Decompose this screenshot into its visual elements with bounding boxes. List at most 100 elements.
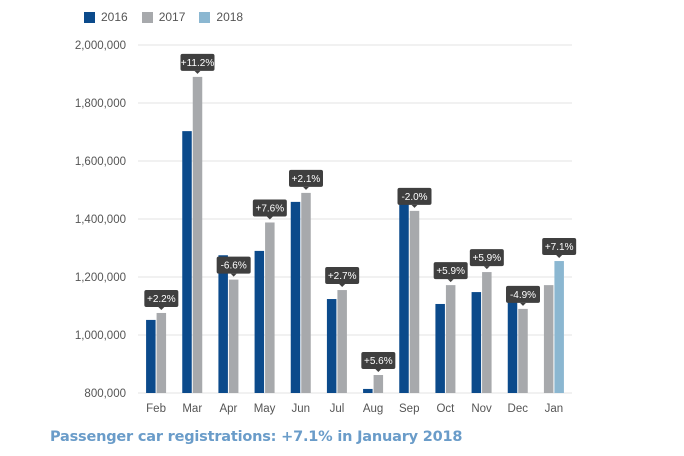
bar-2017-dec[interactable] — [518, 308, 528, 393]
data-label-box — [252, 199, 287, 217]
data-label-pointer — [266, 216, 273, 220]
data-label: +5.9% — [433, 262, 468, 283]
data-label: +7.6% — [252, 199, 287, 220]
y-tick-label: 1,200,000 — [75, 272, 126, 284]
data-label-pointer — [447, 279, 454, 283]
y-tick-label: 1,800,000 — [75, 98, 126, 110]
data-label-text: +7.1% — [545, 242, 574, 253]
data-label-pointer — [339, 284, 346, 288]
data-label-box — [361, 352, 396, 370]
bar-2016-sep[interactable] — [399, 203, 409, 393]
data-label-box — [144, 289, 179, 307]
bar-2017-jul[interactable] — [337, 290, 347, 393]
x-tick-label: Sep — [399, 403, 419, 415]
chart-legend: 2016 2017 2018 — [84, 10, 243, 24]
data-label: +5.6% — [361, 352, 396, 373]
x-tick-label: Jun — [291, 403, 310, 415]
data-label-text: +7.6% — [256, 203, 285, 214]
bar-2016-feb[interactable] — [146, 319, 156, 393]
x-tick-label: Jan — [545, 403, 564, 415]
bar-2016-jun[interactable] — [290, 201, 301, 393]
y-tick-label: 1,400,000 — [75, 214, 126, 226]
data-labels: +2.2% +11.2% -6.6% +7.6% +2.1% +2.7% +5.6% -2.0… — [144, 53, 577, 373]
data-label-text: +5.9% — [436, 266, 465, 277]
legend-item-2018[interactable]: 2018 — [199, 10, 243, 24]
data-label-text: -2.0% — [401, 192, 427, 203]
legend-item-2016[interactable]: 2016 — [84, 10, 128, 24]
y-tick-label: 2,000,000 — [75, 40, 126, 52]
data-label-text: +11.2% — [181, 58, 215, 69]
data-label-text: +2.1% — [292, 174, 321, 185]
bar-2017-sep[interactable] — [409, 210, 420, 393]
x-tick-label: Apr — [219, 403, 237, 415]
x-tick-label: Aug — [363, 403, 383, 415]
x-tick-label: Feb — [146, 403, 166, 415]
x-tick-label: Mar — [182, 403, 202, 415]
data-label-box — [180, 53, 215, 71]
data-label-text: +5.9% — [473, 253, 502, 264]
bar-2016-apr[interactable] — [218, 255, 228, 393]
data-label: -4.9% — [506, 285, 540, 306]
y-tick-label: 800,000 — [84, 388, 126, 400]
bar-2017-jun[interactable] — [301, 192, 311, 393]
legend-swatch-2017 — [141, 11, 153, 23]
legend-item-2017[interactable]: 2017 — [141, 10, 186, 24]
bars — [146, 76, 564, 394]
bar-2016-dec[interactable] — [507, 292, 518, 393]
data-label-pointer — [411, 204, 418, 208]
bar-2017-may[interactable] — [265, 222, 275, 393]
data-label-box — [397, 187, 432, 205]
legend-label-2016: 2016 — [101, 10, 128, 24]
data-label: -6.6% — [216, 256, 251, 277]
bar-2017-jan[interactable] — [543, 285, 554, 393]
x-tick-label: May — [254, 403, 276, 415]
data-label: +5.9% — [469, 249, 504, 270]
data-label-pointer — [158, 306, 165, 310]
data-label: +2.7% — [325, 267, 360, 288]
data-label-text: +2.2% — [147, 294, 176, 305]
bar-2016-may[interactable] — [254, 250, 265, 393]
x-tick-label: Jul — [330, 403, 345, 415]
bar-2016-mar[interactable] — [182, 131, 192, 393]
bar-2017-mar[interactable] — [192, 76, 203, 394]
y-tick-label: 1,000,000 — [75, 330, 126, 342]
data-label: +11.2% — [180, 53, 215, 74]
legend-swatch-2016 — [84, 11, 95, 23]
data-label-text: +5.6% — [364, 356, 393, 367]
y-tick-label: 1,600,000 — [75, 156, 126, 168]
legend-label-2017: 2017 — [158, 10, 186, 24]
data-label-box — [506, 285, 540, 303]
data-label-text: -4.9% — [510, 290, 536, 301]
data-label-box — [433, 262, 468, 280]
bar-2017-apr[interactable] — [228, 279, 239, 393]
bar-2018-jan[interactable] — [554, 261, 564, 393]
bar-2017-nov[interactable] — [482, 272, 492, 393]
data-label-box — [325, 267, 360, 285]
x-tick-label: Oct — [436, 403, 455, 415]
y-axis: 800,000 1,000,000 1,200,000 1,400,000 1,600,… — [75, 40, 126, 400]
x-axis: Feb Mar Apr May Jun Jul Aug Sep Oct Nov Dec Jan — [146, 403, 563, 415]
bar-2017-aug[interactable] — [373, 375, 384, 393]
data-label-pointer — [194, 70, 201, 74]
data-label-text: -6.6% — [221, 261, 247, 272]
bar-2017-oct[interactable] — [445, 285, 456, 393]
x-tick-label: Nov — [471, 403, 492, 415]
data-label-pointer — [483, 266, 490, 270]
chart-caption: Passenger car registrations: +7.1% in Ja… — [50, 429, 463, 445]
data-label-pointer — [303, 186, 309, 190]
bar-2016-nov[interactable] — [471, 292, 482, 393]
bar-2016-jul[interactable] — [326, 299, 337, 393]
data-label-box — [289, 169, 323, 187]
bar-2016-aug[interactable] — [363, 388, 373, 393]
data-label-box — [216, 256, 251, 274]
bar-2017-feb[interactable] — [156, 312, 167, 393]
bar-2016-oct[interactable] — [435, 303, 445, 393]
data-label-box — [542, 238, 577, 256]
legend-swatch-2018 — [199, 11, 211, 23]
data-label-pointer — [556, 255, 563, 259]
legend-label-2018: 2018 — [216, 10, 244, 24]
data-label: +2.1% — [289, 169, 323, 190]
data-label-text: +2.7% — [328, 271, 357, 282]
data-label: -2.0% — [397, 187, 432, 208]
